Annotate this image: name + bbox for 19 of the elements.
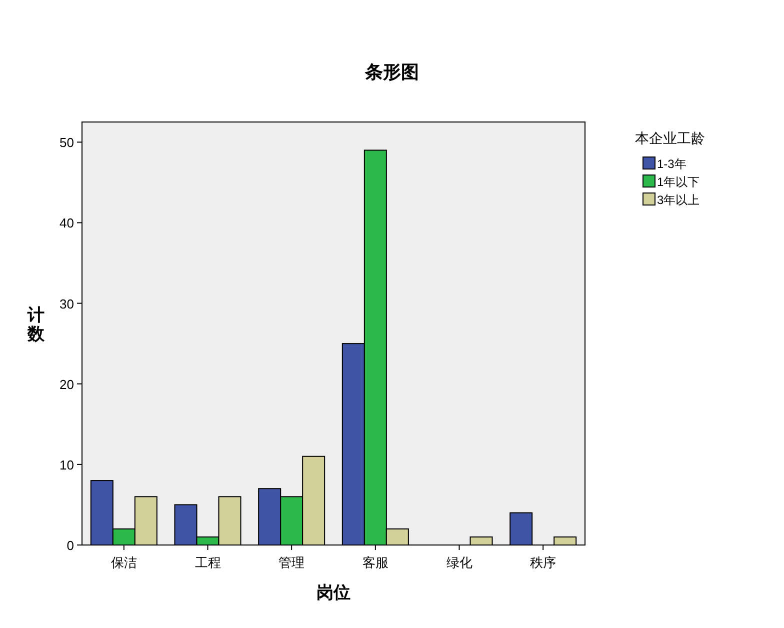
legend-label: 3年以上 — [657, 193, 700, 207]
x-tick-label: 管理 — [278, 555, 305, 570]
x-tick-label: 秩序 — [530, 555, 556, 570]
y-tick-label: 50 — [60, 135, 74, 150]
x-tick-label: 绿化 — [446, 555, 472, 570]
legend-title: 本企业工龄 — [635, 130, 705, 146]
y-tick-label: 0 — [66, 538, 74, 553]
x-axis-title: 岗位 — [316, 583, 350, 602]
y-tick-label: 20 — [60, 376, 74, 392]
legend-label: 1-3年 — [657, 157, 686, 171]
y-tick-label: 30 — [60, 296, 74, 312]
y-tick-label: 40 — [60, 216, 74, 231]
chart-title: 条形图 — [364, 62, 419, 82]
x-tick-label: 工程 — [194, 555, 221, 570]
legend-label: 1年以下 — [657, 175, 700, 189]
x-tick-label: 保洁 — [110, 555, 137, 570]
x-tick-label: 客服 — [362, 555, 388, 570]
y-axis-title: 计数 — [26, 306, 46, 344]
y-tick-label: 10 — [60, 457, 74, 472]
